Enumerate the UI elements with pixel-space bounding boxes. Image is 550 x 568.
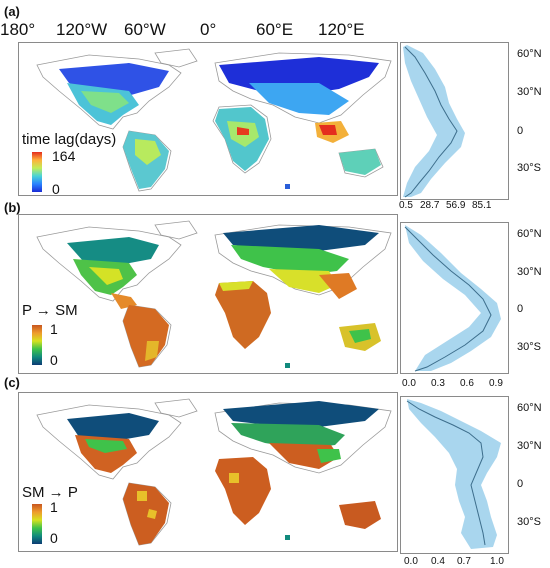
lat-label-c-0: 0	[517, 478, 524, 490]
lat-label-a-30n: 30°N	[517, 86, 542, 98]
panel-label-a: (a)	[4, 4, 20, 19]
colorbar-min-a: 0	[52, 181, 60, 197]
lat-label-b-0: 0	[517, 303, 524, 315]
lon-label-60w: 60°W	[124, 20, 166, 39]
lon-label-120e: 120°E	[318, 20, 365, 39]
xtick-a-1: 28.7	[420, 200, 440, 211]
xtick-c-1: 0.4	[431, 556, 445, 567]
colorbar-max-a: 164	[52, 148, 76, 164]
xtick-b-1: 0.3	[431, 378, 445, 389]
map-panel-a	[18, 42, 398, 196]
panel-label-c: (c)	[4, 375, 20, 390]
profile-panel-c	[400, 396, 509, 554]
colorbar-min-c: 0	[50, 530, 58, 546]
profile-panel-a	[400, 42, 509, 200]
lon-label-60e: 60°E	[256, 20, 294, 39]
colorbar-b	[32, 325, 42, 365]
lat-label-a-60n: 60°N	[517, 48, 542, 60]
map-panel-b	[18, 214, 398, 374]
xtick-c-3: 1.0	[490, 556, 504, 567]
xtick-c-2: 0.7	[457, 556, 471, 567]
lat-label-c-30s: 30°S	[517, 516, 541, 528]
xtick-a-3: 85.1	[472, 200, 492, 211]
map-panel-c	[18, 392, 398, 552]
xtick-b-3: 0.9	[489, 378, 503, 389]
legend-title-b: P → SM	[22, 302, 78, 319]
lon-label-0: 0°	[200, 20, 217, 39]
legend-title-a: time lag(days)	[22, 131, 117, 148]
colorbar-a	[32, 152, 42, 192]
lat-label-b-30s: 30°S	[517, 341, 541, 353]
lat-label-b-30n: 30°N	[517, 266, 542, 278]
colorbar-max-c: 1	[50, 499, 58, 515]
lon-label-180: 180°	[0, 20, 36, 39]
lat-label-a-0: 0	[517, 125, 524, 137]
profile-panel-b	[400, 222, 509, 374]
legend-title-c: SM → P	[22, 484, 78, 501]
lat-label-c-60n: 60°N	[517, 402, 542, 414]
lat-label-b-60n: 60°N	[517, 228, 542, 240]
lat-label-a-30s: 30°S	[517, 162, 541, 174]
xtick-c-0: 0.0	[404, 556, 418, 567]
xtick-b-0: 0.0	[402, 378, 416, 389]
xtick-b-2: 0.6	[460, 378, 474, 389]
lat-label-c-30n: 30°N	[517, 440, 542, 452]
colorbar-min-b: 0	[50, 352, 58, 368]
xtick-a-0: 0.5	[399, 200, 413, 211]
colorbar-max-b: 1	[50, 321, 58, 337]
colorbar-c	[32, 504, 42, 544]
panel-label-b: (b)	[4, 200, 21, 215]
lon-label-120w: 120°W	[56, 20, 108, 39]
xtick-a-2: 56.9	[446, 200, 466, 211]
